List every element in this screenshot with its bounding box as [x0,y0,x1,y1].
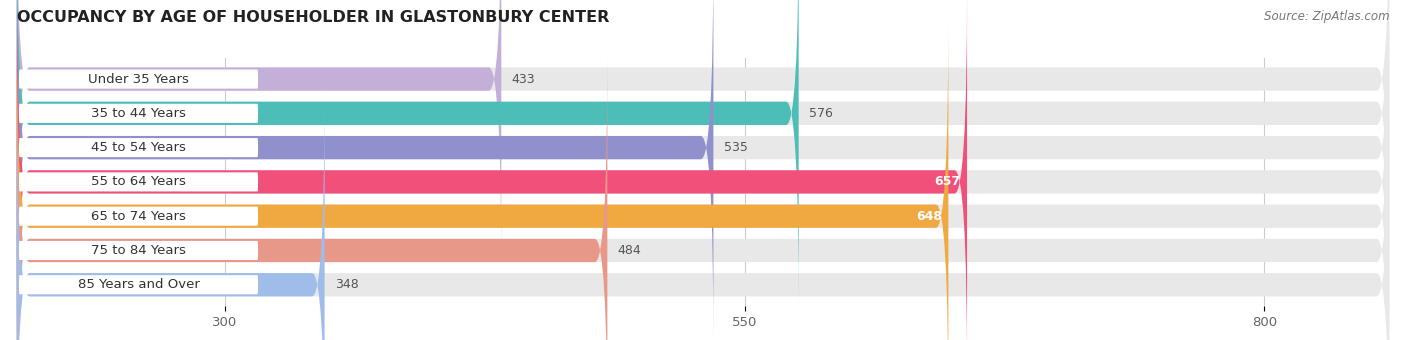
FancyBboxPatch shape [17,56,607,340]
FancyBboxPatch shape [17,91,325,340]
Text: 484: 484 [617,244,641,257]
FancyBboxPatch shape [17,0,713,340]
Text: 348: 348 [335,278,359,291]
Text: 65 to 74 Years: 65 to 74 Years [91,210,186,223]
Text: 85 Years and Over: 85 Years and Over [77,278,200,291]
FancyBboxPatch shape [17,0,1389,273]
FancyBboxPatch shape [17,0,967,340]
Text: Under 35 Years: Under 35 Years [89,72,188,86]
Text: 45 to 54 Years: 45 to 54 Years [91,141,186,154]
FancyBboxPatch shape [17,0,1389,307]
FancyBboxPatch shape [18,69,259,89]
FancyBboxPatch shape [18,275,259,294]
FancyBboxPatch shape [18,241,259,260]
Text: 433: 433 [512,72,536,86]
FancyBboxPatch shape [17,0,1389,340]
FancyBboxPatch shape [17,0,799,307]
FancyBboxPatch shape [18,207,259,226]
FancyBboxPatch shape [17,22,948,340]
Text: OCCUPANCY BY AGE OF HOUSEHOLDER IN GLASTONBURY CENTER: OCCUPANCY BY AGE OF HOUSEHOLDER IN GLAST… [17,10,609,25]
FancyBboxPatch shape [18,138,259,157]
Text: 657: 657 [935,175,960,188]
FancyBboxPatch shape [17,0,502,273]
FancyBboxPatch shape [17,22,1389,340]
FancyBboxPatch shape [17,0,1389,340]
FancyBboxPatch shape [17,91,1389,340]
Text: 75 to 84 Years: 75 to 84 Years [91,244,186,257]
Text: 648: 648 [917,210,942,223]
Text: 35 to 44 Years: 35 to 44 Years [91,107,186,120]
FancyBboxPatch shape [18,104,259,123]
FancyBboxPatch shape [17,56,1389,340]
Text: 576: 576 [808,107,832,120]
FancyBboxPatch shape [18,172,259,191]
Text: Source: ZipAtlas.com: Source: ZipAtlas.com [1264,10,1389,23]
Text: 535: 535 [724,141,748,154]
Text: 55 to 64 Years: 55 to 64 Years [91,175,186,188]
